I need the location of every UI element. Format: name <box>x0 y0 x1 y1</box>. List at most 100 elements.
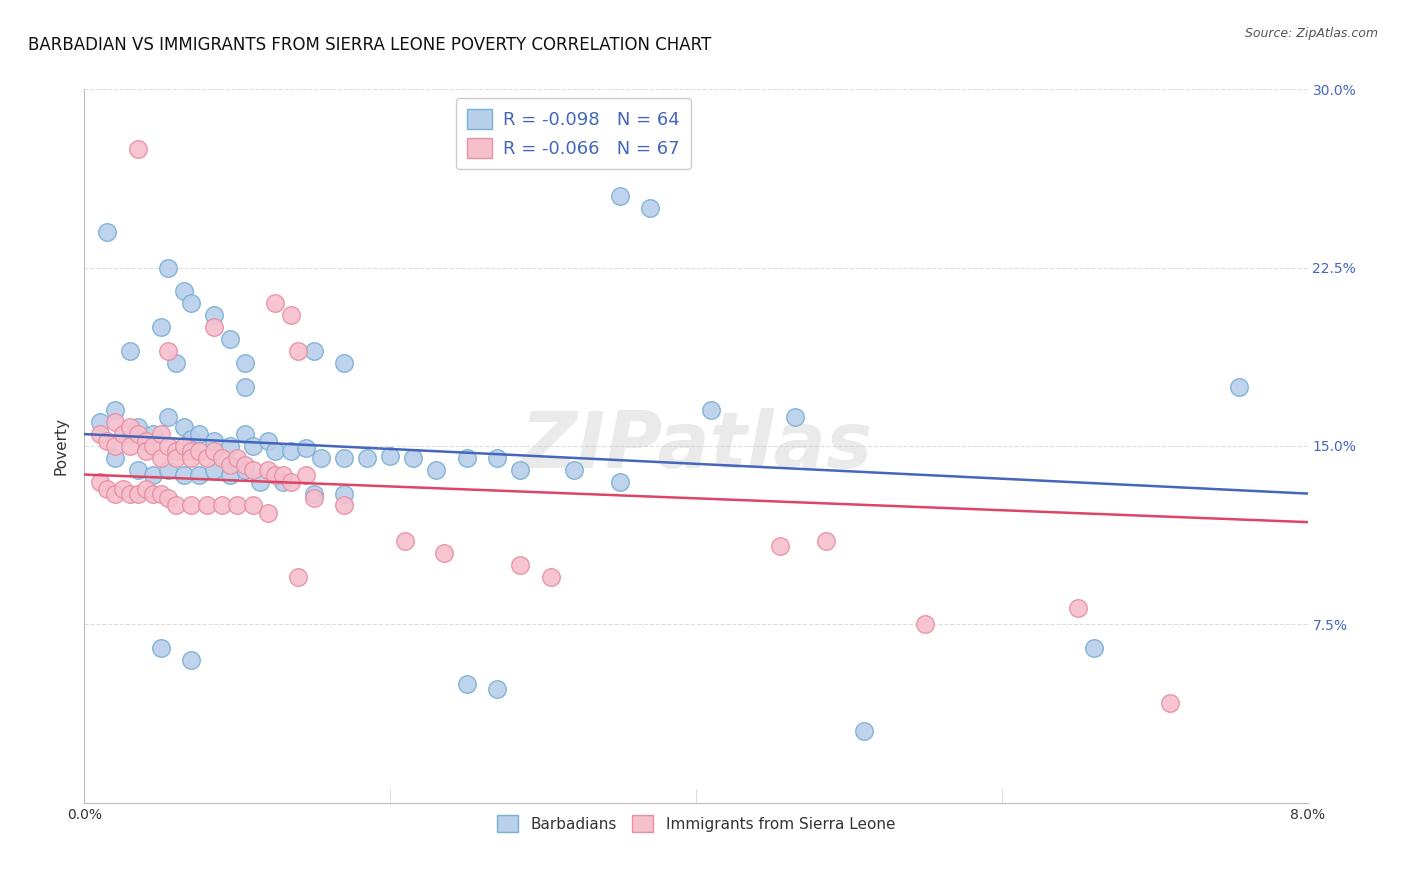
Point <box>157 410 180 425</box>
Point <box>202 443 225 458</box>
Point <box>202 434 225 449</box>
Point <box>1083 641 1105 656</box>
Point <box>257 506 280 520</box>
Point <box>142 439 165 453</box>
Point <box>302 491 325 506</box>
Point <box>486 450 509 465</box>
Point <box>271 475 294 489</box>
Point <box>211 450 233 465</box>
Point <box>173 439 195 453</box>
Point <box>249 475 271 489</box>
Point <box>142 486 165 500</box>
Point <box>333 486 356 500</box>
Point <box>89 415 111 429</box>
Point <box>180 653 202 667</box>
Point <box>180 443 202 458</box>
Point <box>287 570 309 584</box>
Point <box>257 463 280 477</box>
Point <box>609 475 631 489</box>
Point <box>157 343 180 358</box>
Point <box>302 343 325 358</box>
Text: ZIPatlas: ZIPatlas <box>520 408 872 484</box>
Point <box>157 439 180 453</box>
Point <box>264 467 287 482</box>
Point <box>180 450 202 465</box>
Point <box>149 320 172 334</box>
Point <box>218 332 240 346</box>
Point <box>226 499 249 513</box>
Y-axis label: Poverty: Poverty <box>53 417 69 475</box>
Point <box>380 449 402 463</box>
Point <box>104 415 127 429</box>
Point <box>96 434 118 449</box>
Text: Source: ZipAtlas.com: Source: ZipAtlas.com <box>1244 27 1378 40</box>
Point <box>120 420 142 434</box>
Point <box>280 475 302 489</box>
Point <box>202 308 225 322</box>
Point <box>142 467 165 482</box>
Point <box>540 570 562 584</box>
Point <box>120 343 142 358</box>
Point <box>127 420 149 434</box>
Point <box>271 467 294 482</box>
Point <box>562 463 585 477</box>
Point <box>509 463 531 477</box>
Point <box>280 308 302 322</box>
Point <box>127 142 149 156</box>
Point <box>264 296 287 310</box>
Point <box>295 442 318 456</box>
Point <box>89 427 111 442</box>
Point <box>202 320 225 334</box>
Text: BARBADIAN VS IMMIGRANTS FROM SIERRA LEONE POVERTY CORRELATION CHART: BARBADIAN VS IMMIGRANTS FROM SIERRA LEON… <box>28 36 711 54</box>
Point <box>104 486 127 500</box>
Point <box>165 443 187 458</box>
Point <box>211 499 233 513</box>
Point <box>700 403 723 417</box>
Point <box>242 463 264 477</box>
Point <box>104 403 127 417</box>
Point <box>233 356 256 370</box>
Point <box>111 427 134 442</box>
Point <box>180 499 202 513</box>
Point <box>149 641 172 656</box>
Point <box>127 427 149 442</box>
Point <box>1159 696 1181 710</box>
Point <box>333 356 356 370</box>
Point <box>202 463 225 477</box>
Point <box>853 724 876 739</box>
Point <box>96 225 118 239</box>
Point <box>165 356 187 370</box>
Point <box>257 434 280 449</box>
Point <box>218 439 240 453</box>
Point <box>135 443 157 458</box>
Point <box>165 450 187 465</box>
Point <box>104 439 127 453</box>
Point <box>814 534 837 549</box>
Point <box>1067 600 1090 615</box>
Point <box>218 458 240 472</box>
Point <box>120 486 142 500</box>
Point <box>135 482 157 496</box>
Point <box>356 450 378 465</box>
Point <box>157 260 180 275</box>
Point <box>218 467 240 482</box>
Point <box>157 491 180 506</box>
Point <box>127 486 149 500</box>
Point <box>1227 379 1250 393</box>
Point <box>394 534 416 549</box>
Point <box>233 463 256 477</box>
Point <box>120 427 142 442</box>
Point <box>302 486 325 500</box>
Point <box>333 450 356 465</box>
Point <box>425 463 447 477</box>
Point <box>785 410 807 425</box>
Point <box>195 450 218 465</box>
Point <box>226 450 249 465</box>
Point <box>127 463 149 477</box>
Point <box>333 499 356 513</box>
Point <box>135 434 157 449</box>
Point <box>509 558 531 572</box>
Point <box>914 617 936 632</box>
Point <box>173 467 195 482</box>
Point <box>609 189 631 203</box>
